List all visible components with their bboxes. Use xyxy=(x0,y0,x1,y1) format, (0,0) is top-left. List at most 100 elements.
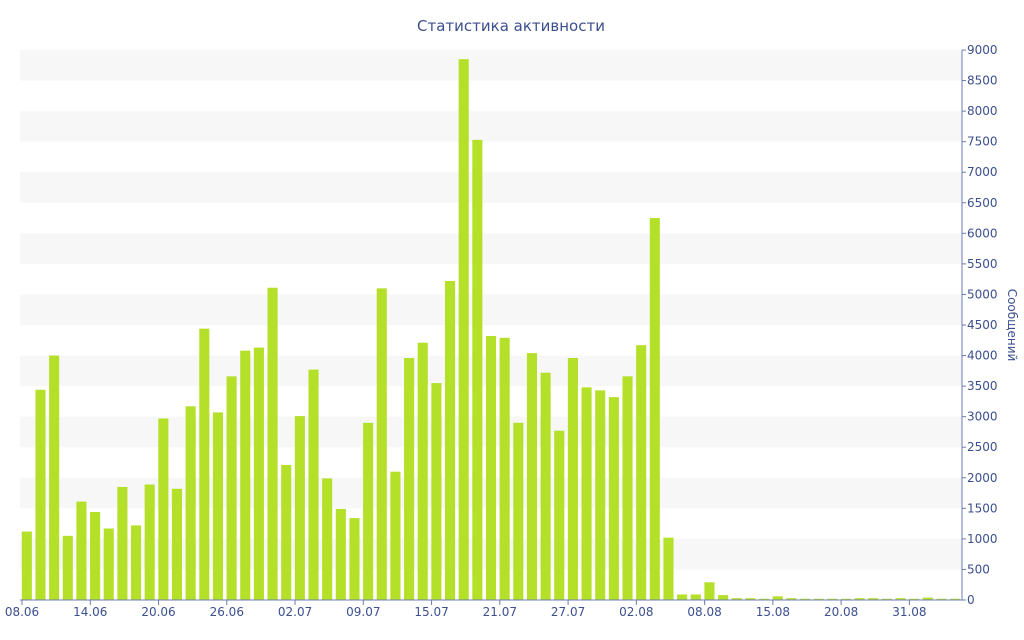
bar xyxy=(799,598,811,600)
bar xyxy=(390,471,401,600)
bar xyxy=(840,598,852,600)
bar xyxy=(21,531,32,600)
x-tick-label: 27.07 xyxy=(551,605,585,619)
bar xyxy=(308,369,319,600)
y-tick-label: 9000 xyxy=(967,43,998,57)
bar xyxy=(827,598,838,600)
x-tick-label: 02.07 xyxy=(278,605,312,619)
bar xyxy=(117,486,128,600)
bar xyxy=(212,412,224,600)
bar xyxy=(922,597,933,600)
y-tick-label: 5000 xyxy=(967,287,998,301)
bar xyxy=(49,355,60,600)
bar xyxy=(554,430,565,600)
bar xyxy=(281,464,292,600)
x-axis: 08.06 14.06 20.06 26.06 02.07 09.07 15.07 21.07… xyxy=(5,599,962,619)
y-tick-label: 1000 xyxy=(967,532,998,546)
y-tick-label: 2500 xyxy=(967,440,998,454)
y-tick-label: 4000 xyxy=(967,349,998,363)
grid-band xyxy=(20,111,962,142)
y-tick-label: 0 xyxy=(967,593,975,607)
bar xyxy=(322,478,333,600)
bar xyxy=(185,406,196,600)
bar xyxy=(868,598,879,600)
x-tick-label: 31.08 xyxy=(892,605,926,619)
bar xyxy=(758,598,770,600)
bar xyxy=(581,387,592,600)
bar xyxy=(144,484,155,600)
x-tick-label: 20.08 xyxy=(824,605,858,619)
bar xyxy=(240,350,251,600)
bar xyxy=(294,416,305,600)
bar xyxy=(35,389,46,600)
bar xyxy=(363,422,374,600)
x-tick-label: 09.07 xyxy=(346,605,380,619)
x-tick-label: 08.06 xyxy=(5,605,39,619)
bar xyxy=(171,488,183,600)
bar xyxy=(636,345,647,600)
bar xyxy=(772,596,783,600)
x-tick-label: 14.06 xyxy=(73,605,107,619)
grid-band xyxy=(20,172,962,203)
y-axis-label: Сообщений xyxy=(1005,289,1019,362)
bar xyxy=(130,525,142,600)
bar xyxy=(376,288,387,600)
bar xyxy=(622,376,633,600)
bar xyxy=(199,328,210,600)
bar xyxy=(745,598,756,600)
bar xyxy=(540,372,551,600)
grid-bands xyxy=(20,50,962,570)
bar xyxy=(567,358,578,600)
y-tick-label: 3500 xyxy=(967,379,998,393)
bar xyxy=(267,287,278,600)
bar xyxy=(472,139,483,600)
bar xyxy=(62,535,73,600)
grid-band xyxy=(20,233,962,264)
bar xyxy=(458,59,469,601)
bar xyxy=(881,598,892,600)
y-tick-label: 3000 xyxy=(967,410,998,424)
y-tick-label: 2000 xyxy=(967,471,998,485)
bar xyxy=(690,594,701,600)
bar xyxy=(90,512,101,600)
bar xyxy=(718,595,729,600)
y-axis: 0 500 1000 1500 2000 2500 3000 3500 4000 4500 5000… xyxy=(961,43,998,607)
y-tick-label: 5500 xyxy=(967,257,998,271)
y-tick-label: 7000 xyxy=(967,165,998,179)
bar xyxy=(417,342,428,600)
y-tick-label: 8500 xyxy=(967,74,998,88)
bar xyxy=(253,347,264,600)
bar xyxy=(813,598,824,600)
bar xyxy=(936,598,947,600)
bar xyxy=(595,390,606,600)
bar xyxy=(513,422,524,600)
bar xyxy=(854,598,865,600)
grid-band xyxy=(20,294,962,325)
bar xyxy=(526,353,538,600)
bar xyxy=(704,582,715,600)
bars xyxy=(21,59,961,601)
bar xyxy=(731,598,742,600)
bar xyxy=(909,598,920,600)
bar xyxy=(103,528,114,600)
bar xyxy=(895,598,906,600)
bar xyxy=(349,518,360,600)
grid-band xyxy=(20,50,962,81)
bar xyxy=(444,281,456,600)
y-tick-label: 8000 xyxy=(967,104,998,118)
bar xyxy=(158,418,169,600)
chart-title: Статистика активности xyxy=(417,17,605,35)
x-tick-label: 21.07 xyxy=(483,605,517,619)
bar xyxy=(499,337,510,600)
x-tick-label: 08.08 xyxy=(687,605,721,619)
y-tick-label: 7500 xyxy=(967,135,998,149)
bar xyxy=(431,383,442,600)
x-tick-label: 20.06 xyxy=(141,605,175,619)
bar xyxy=(335,508,346,600)
y-tick-label: 1500 xyxy=(967,501,998,515)
bar xyxy=(786,598,797,600)
bar xyxy=(608,397,619,600)
bar xyxy=(677,594,688,600)
x-tick-label: 15.08 xyxy=(756,605,790,619)
